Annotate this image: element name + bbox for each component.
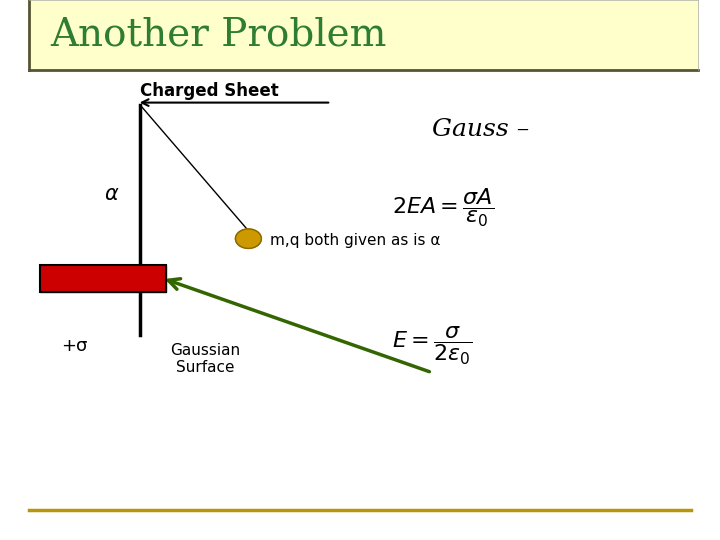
- Text: Gauss –: Gauss –: [432, 118, 529, 141]
- Text: Another Problem: Another Problem: [50, 17, 387, 53]
- Text: $E = \dfrac{\sigma}{2\varepsilon_0}$: $E = \dfrac{\sigma}{2\varepsilon_0}$: [392, 325, 472, 367]
- Circle shape: [235, 229, 261, 248]
- Bar: [40, 265, 166, 292]
- Text: $2EA = \dfrac{\sigma A}{\varepsilon_0}$: $2EA = \dfrac{\sigma A}{\varepsilon_0}$: [392, 187, 495, 229]
- Text: Gaussian
Surface: Gaussian Surface: [170, 343, 240, 375]
- Text: α: α: [104, 184, 118, 205]
- Text: Charged Sheet: Charged Sheet: [140, 82, 279, 100]
- Text: +σ: +σ: [61, 336, 88, 355]
- Text: m,q both given as is α: m,q both given as is α: [270, 233, 441, 248]
- Bar: [40, 265, 166, 292]
- Bar: [29, 0, 698, 70]
